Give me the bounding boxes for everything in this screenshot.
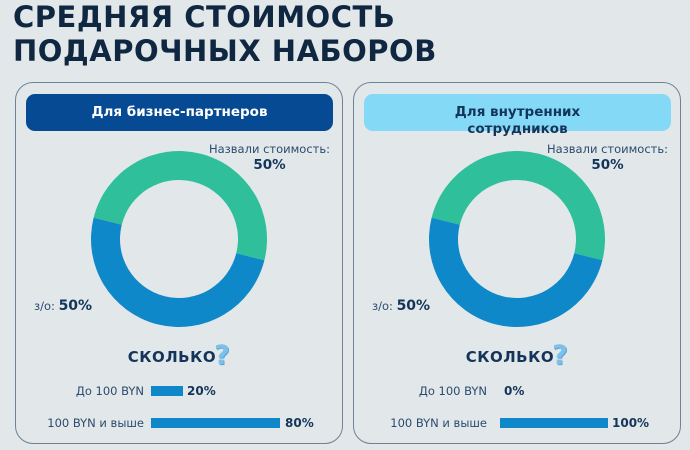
card-header-label: Для бизнес-партнеров (91, 104, 268, 120)
question-mark-icon: ? (214, 340, 231, 371)
card-business-partners: Для бизнес-партнеров Назвали стоимость: … (15, 82, 343, 444)
bar-value: 0% (504, 384, 525, 398)
donut-chart (429, 151, 605, 327)
no-answer-value: 50% (396, 298, 431, 314)
bar-row: 100 BYN и выше 100% (354, 416, 680, 430)
bar (500, 418, 608, 428)
title-line-2: ПОДАРОЧНЫХ НАБОРОВ (13, 34, 437, 68)
card-header: Для бизнес-партнеров (26, 94, 333, 131)
bar-value: 100% (612, 416, 650, 430)
named-legend: Назвали стоимость: 50% (547, 142, 668, 172)
bar-label: До 100 BYN (418, 384, 487, 398)
page-title: СРЕДНЯЯ СТОИМОСТЬ ПОДАРОЧНЫХ НАБОРОВ (13, 0, 437, 68)
no-answer-label: з/о: (34, 299, 55, 313)
named-label: Назвали стоимость: (546, 142, 668, 156)
bar-row: До 100 BYN 0% (354, 384, 680, 398)
title-line-1: СРЕДНЯЯ СТОИМОСТЬ (13, 0, 396, 34)
bar-label: До 100 BYN (75, 384, 144, 398)
donut-chart (91, 151, 267, 327)
bar (151, 418, 280, 428)
how-much-heading: СКОЛЬКО? (354, 338, 680, 371)
bar-label: 100 BYN и выше (47, 416, 144, 430)
no-answer-legend: з/о: 50% (372, 298, 430, 314)
how-much-title: СКОЛЬКО (465, 348, 555, 366)
bar-value: 80% (285, 416, 314, 430)
no-answer-legend: з/о: 50% (34, 298, 92, 314)
named-value: 50% (591, 157, 624, 173)
named-label: Назвали стоимость: (208, 142, 330, 156)
no-answer-label: з/о: (372, 299, 393, 313)
how-much-heading: СКОЛЬКО? (16, 338, 342, 371)
named-legend: Назвали стоимость: 50% (209, 142, 330, 172)
donut-segment-no-answer (91, 217, 265, 327)
named-value: 50% (253, 157, 286, 173)
card-internal-employees: Для внутренних сотрудников Назвали стоим… (353, 82, 681, 444)
donut-segment-named (93, 151, 267, 261)
how-much-title: СКОЛЬКО (127, 348, 217, 366)
card-header-label: Для внутренних сотрудников (454, 103, 581, 137)
bar-label: 100 BYN и выше (390, 416, 487, 430)
donut-segment-no-answer (429, 217, 603, 327)
no-answer-value: 50% (58, 298, 93, 314)
bar-row: 100 BYN и выше 80% (16, 416, 342, 430)
question-mark-icon: ? (552, 340, 569, 371)
card-header: Для внутренних сотрудников (364, 94, 671, 137)
bar-row: До 100 BYN 20% (16, 384, 342, 398)
bar (151, 386, 183, 396)
donut-segment-named (431, 151, 605, 261)
bar-value: 20% (187, 384, 216, 398)
